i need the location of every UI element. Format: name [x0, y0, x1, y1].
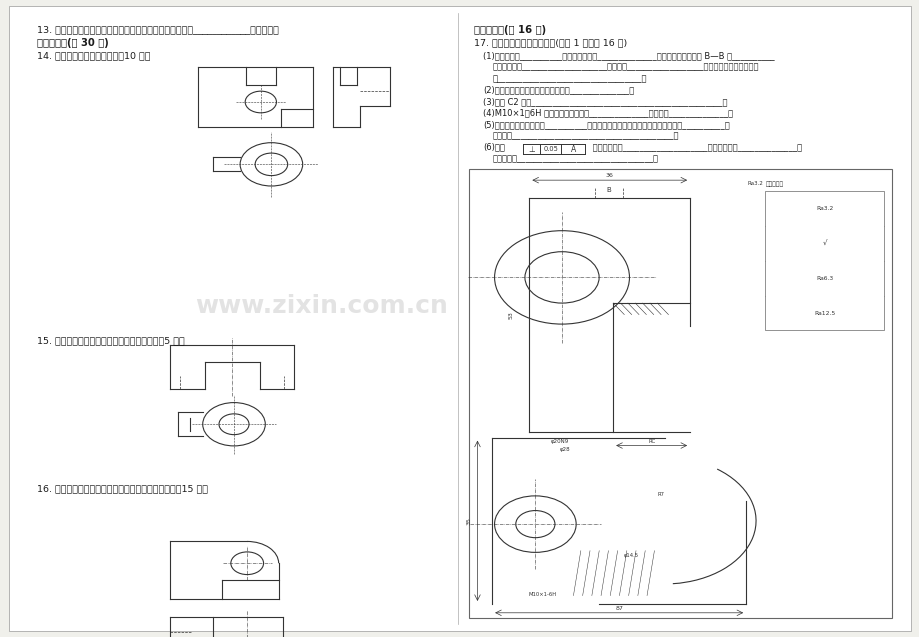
Text: Ra3.2: Ra3.2 — [746, 182, 762, 186]
Text: (4)M10×1－6H 含表示螺纹的牙型是______________，旋向为______________。: (4)M10×1－6H 含表示螺纹的牙型是______________，旋向为_… — [482, 108, 732, 117]
Text: 0.05: 0.05 — [543, 146, 558, 152]
Text: φ14.5: φ14.5 — [624, 554, 639, 559]
Text: 35: 35 — [466, 517, 471, 525]
Text: 13. 配合是指相互结合的孔和轴公差带之间的关系，两者的____________必须相同。: 13. 配合是指相互结合的孔和轴公差带之间的关系，两者的____________… — [37, 25, 278, 34]
Text: (6)框格: (6)框格 — [482, 143, 505, 152]
Text: 87: 87 — [615, 606, 622, 612]
Text: M10×1-6H: M10×1-6H — [528, 592, 555, 598]
Text: √: √ — [822, 240, 826, 247]
Text: Ra6.3: Ra6.3 — [815, 276, 833, 281]
Text: 36: 36 — [605, 173, 613, 178]
Text: 16. 根据给出的视图，补画第三视图，并标注尺寸。（15 分）: 16. 根据给出的视图，补画第三视图，并标注尺寸。（15 分） — [37, 484, 208, 493]
Text: 的被测要素是____________________，基准要素是______________，: 的被测要素是____________________，基准要素是________… — [589, 143, 801, 152]
Text: www.zixin.com.cn: www.zixin.com.cn — [196, 294, 448, 318]
Text: 六、读图题(共 16 分): 六、读图题(共 16 分) — [473, 25, 545, 36]
Text: 17. 读零件图，完成下列各题(每空 1 分，共 16 分): 17. 读零件图，完成下列各题(每空 1 分，共 16 分) — [473, 38, 627, 47]
Bar — [765, 191, 883, 331]
Text: A: A — [570, 145, 575, 154]
Text: B: B — [606, 187, 610, 192]
Text: φ20N9: φ20N9 — [550, 439, 569, 444]
Text: (5)该零件表面粗糙度共有__________级要求，其中最光滑的表面粗糙度的代号是__________，: (5)该零件表面粗糙度共有__________级要求，其中最光滑的表面粗糙度的代… — [482, 120, 729, 129]
Text: 15. 读懂给定的视图，画出全剖视的主视图。（5 分）: 15. 读懂给定的视图，画出全剖视的主视图。（5 分） — [37, 336, 185, 345]
Text: RC: RC — [647, 439, 654, 444]
Text: ⊥: ⊥ — [528, 145, 534, 154]
Text: R7: R7 — [656, 492, 664, 497]
Text: Ra3.2: Ra3.2 — [815, 206, 833, 211]
Text: Ra12.5: Ra12.5 — [813, 311, 834, 315]
Text: 四、作图题(共 30 分): 四、作图题(共 30 分) — [37, 38, 108, 48]
Text: 图；左视图为____________________图和一个__________________图。左视图没有标注是因: 图；左视图为____________________图和一个__________… — [492, 62, 758, 71]
Text: (3)代号 C2 表示_____________________________________________。: (3)代号 C2 表示_____________________________… — [482, 97, 727, 106]
Text: 为__________________________________。: 为__________________________________。 — [492, 74, 646, 83]
Text: 检测项目为________________________________。: 检测项目为________________________________。 — [492, 154, 657, 163]
Text: (2)高度方向最重要的一个定位尺寸是______________。: (2)高度方向最重要的一个定位尺寸是______________。 — [482, 85, 633, 94]
Text: 53: 53 — [508, 311, 513, 318]
Text: 表面粗糙度: 表面粗糙度 — [765, 182, 783, 187]
Bar — [469, 169, 891, 618]
Text: 其含义是______________________________________。: 其含义是____________________________________… — [492, 131, 678, 140]
Text: 14. 补画视图中所缺的图线。（10 分）: 14. 补画视图中所缺的图线。（10 分） — [37, 51, 150, 60]
Text: φ28: φ28 — [560, 447, 570, 452]
Text: (1)该零件属于__________类零件，共用了______________个视图表示，主视图 B—B 为__________: (1)该零件属于__________类零件，共用了______________个… — [482, 51, 774, 60]
